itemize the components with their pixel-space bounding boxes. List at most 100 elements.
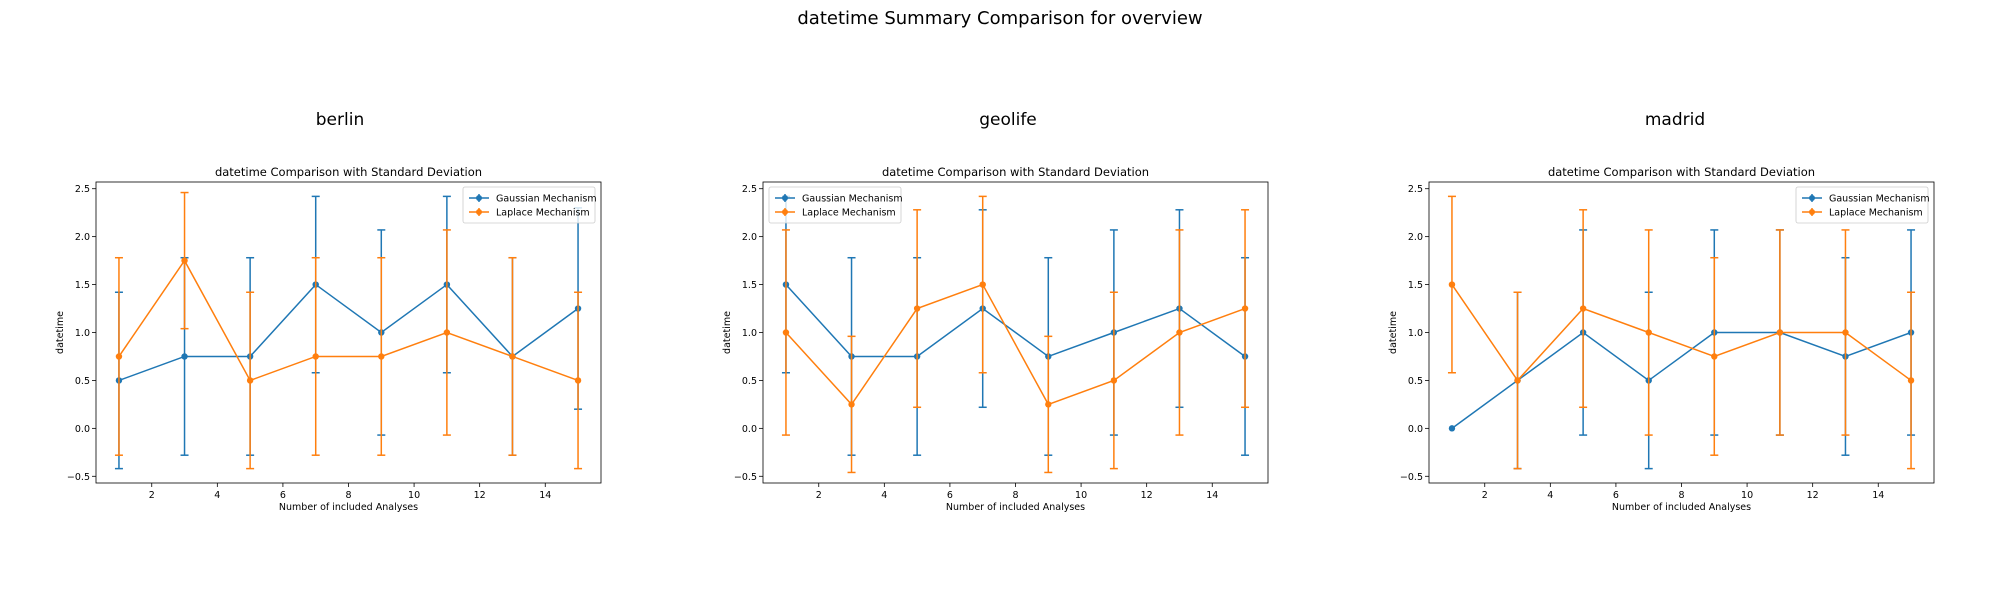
- laplace-point: [913, 305, 921, 312]
- x-tick-label: 4: [881, 490, 887, 501]
- legend-box: [462, 186, 596, 224]
- axes-title: datetime Comparison with Standard Deviat…: [882, 165, 1149, 179]
- gaussian-series-line: [785, 284, 1246, 358]
- y-axis-label: datetime: [722, 311, 733, 354]
- x-tick-label: 8: [1012, 490, 1018, 501]
- x-tick-label: 8: [1678, 490, 1684, 501]
- laplace-point: [848, 401, 855, 408]
- y-tick-label: 0.5: [75, 376, 90, 387]
- laplace-point: [1711, 353, 1718, 360]
- x-axis-label: Number of included Analyses: [1612, 502, 1751, 513]
- legend-label-gaussian: Gaussian Mechanism: [1829, 194, 1930, 205]
- y-tick-label: 1.0: [1408, 328, 1423, 339]
- x-tick-label: 6: [280, 490, 286, 501]
- y-tick-label: 0.5: [742, 376, 757, 387]
- y-tick-label: 0.0: [75, 424, 90, 435]
- y-tick-label: 2.0: [75, 232, 90, 243]
- legend-label-laplace: Laplace Mechanism: [802, 208, 896, 219]
- plot-frame: [762, 181, 1269, 484]
- y-tick-label: 2.0: [1408, 232, 1423, 243]
- legend-marker-gaussian: [476, 195, 482, 201]
- laplace-point: [378, 353, 385, 360]
- laplace-point: [1110, 377, 1118, 384]
- x-tick-label: 6: [947, 490, 953, 501]
- x-tick-label: 12: [1141, 490, 1153, 501]
- subfigure-title-berlin: berlin: [315, 110, 365, 130]
- x-tick-label: 14: [1206, 490, 1218, 501]
- legend-marker-gaussian: [782, 195, 788, 201]
- laplace-point: [1776, 329, 1784, 336]
- y-tick-label: 1.5: [742, 280, 757, 291]
- gaussian-series-line: [1451, 331, 1912, 429]
- laplace-point: [115, 353, 123, 360]
- y-axis-label: datetime: [55, 311, 66, 354]
- legend-marker-gaussian: [1809, 195, 1815, 201]
- laplace-point: [979, 281, 986, 288]
- legend-label-laplace: Laplace Mechanism: [1829, 208, 1923, 219]
- x-tick-label: 4: [1547, 490, 1553, 501]
- legend-label-laplace: Laplace Mechanism: [496, 208, 590, 219]
- plot-frame: [95, 181, 602, 484]
- legend-box: [768, 186, 902, 224]
- x-tick-label: 12: [474, 490, 486, 501]
- legend-label-gaussian: Gaussian Mechanism: [802, 194, 903, 205]
- laplace-series-line: [1451, 284, 1912, 382]
- legend-marker-laplace: [1809, 209, 1815, 215]
- y-tick-label: 1.0: [75, 328, 90, 339]
- laplace-point: [1045, 401, 1052, 408]
- x-tick-label: 6: [1613, 490, 1619, 501]
- subfigure-title-geolife: geolife: [979, 110, 1037, 130]
- laplace-point: [443, 329, 451, 336]
- x-tick-label: 10: [1075, 490, 1087, 501]
- y-tick-label: 1.5: [75, 280, 90, 291]
- x-tick-label: 4: [214, 490, 220, 501]
- laplace-point: [1176, 329, 1183, 336]
- x-tick-label: 10: [1741, 490, 1753, 501]
- y-tick-label: 2.0: [742, 232, 757, 243]
- y-tick-label: 0.0: [1408, 424, 1423, 435]
- x-tick-label: 14: [539, 490, 551, 501]
- legend-label-gaussian: Gaussian Mechanism: [496, 194, 597, 205]
- laplace-point: [782, 329, 790, 336]
- laplace-series-line: [118, 259, 579, 382]
- laplace-point: [1241, 305, 1249, 312]
- y-axis-label: datetime: [1388, 311, 1399, 354]
- x-tick-label: 12: [1807, 490, 1819, 501]
- y-tick-label: −0.5: [734, 472, 757, 483]
- laplace-point: [1448, 281, 1456, 288]
- y-tick-label: 0.5: [1408, 376, 1423, 387]
- laplace-point: [1842, 329, 1849, 336]
- laplace-point: [574, 377, 582, 384]
- figure-suptitle: datetime Summary Comparison for overview: [797, 8, 1203, 29]
- x-tick-label: 2: [816, 490, 822, 501]
- x-tick-label: 8: [345, 490, 351, 501]
- legend-marker-laplace: [782, 209, 788, 215]
- laplace-point: [1579, 305, 1587, 312]
- axes-title: datetime Comparison with Standard Deviat…: [1548, 165, 1815, 179]
- laplace-point: [1907, 377, 1915, 384]
- plot-frame: [1428, 181, 1935, 484]
- gaussian-point: [181, 353, 188, 360]
- legend-marker-laplace: [476, 209, 482, 215]
- y-tick-label: 2.5: [1408, 184, 1423, 195]
- y-tick-label: 2.5: [75, 184, 90, 195]
- y-tick-label: 2.5: [742, 184, 757, 195]
- axes-title: datetime Comparison with Standard Deviat…: [215, 165, 482, 179]
- gaussian-point: [1448, 425, 1456, 432]
- y-tick-label: 1.5: [1408, 280, 1423, 291]
- x-tick-label: 10: [408, 490, 420, 501]
- laplace-point: [1514, 377, 1521, 384]
- y-tick-label: 1.0: [742, 328, 757, 339]
- laplace-point: [1645, 329, 1652, 336]
- x-axis-label: Number of included Analyses: [279, 502, 418, 513]
- laplace-point: [509, 353, 516, 360]
- y-tick-label: −0.5: [1400, 472, 1423, 483]
- x-tick-label: 14: [1872, 490, 1884, 501]
- laplace-point: [246, 377, 254, 384]
- y-tick-label: −0.5: [67, 472, 90, 483]
- laplace-point: [312, 353, 319, 360]
- legend-box: [1795, 186, 1929, 224]
